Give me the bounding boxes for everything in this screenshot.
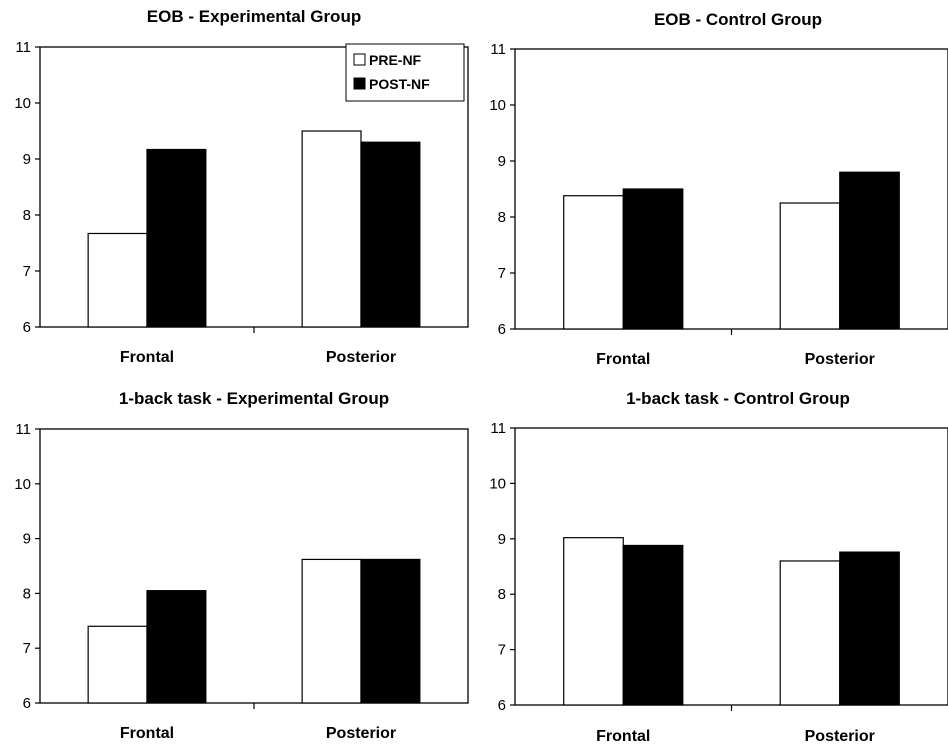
chart-title: 1-back task - Control Group (626, 389, 850, 408)
legend-swatch (353, 53, 366, 66)
y-tick-label: 11 (15, 39, 31, 56)
y-tick-label: 10 (14, 476, 31, 493)
y-tick-label: 7 (23, 640, 31, 657)
y-tick-label: 8 (498, 586, 506, 603)
y-tick-label: 9 (23, 151, 31, 168)
bar-pre-nf-frontal (563, 537, 624, 706)
bar-pre-nf-frontal (87, 232, 148, 328)
chart-title: EOB - Control Group (654, 10, 822, 29)
chart-title: 1-back task - Experimental Group (119, 389, 389, 408)
y-tick-label: 8 (23, 207, 31, 224)
bar-post-nf-posterior (360, 141, 421, 328)
bar-post-nf-frontal (622, 188, 684, 330)
y-tick-label: 7 (23, 263, 31, 280)
y-tick-label: 8 (498, 209, 506, 226)
y-tick-label: 10 (489, 475, 506, 492)
y-tick-label: 6 (498, 321, 506, 338)
category-label: Posterior (805, 728, 875, 745)
category-label: Posterior (326, 725, 396, 742)
bar-pre-nf-frontal (563, 195, 624, 330)
bar-post-nf-posterior (360, 558, 421, 704)
legend-label: POST-NF (369, 76, 430, 92)
bar-post-nf-frontal (146, 148, 207, 328)
y-tick-label: 6 (498, 697, 506, 714)
y-tick-label: 6 (23, 319, 31, 336)
legend-box (345, 43, 465, 102)
legend: PRE-NF POST-NF (345, 43, 465, 102)
y-tick-label: 10 (489, 97, 506, 114)
chart-title: EOB - Experimental Group (147, 7, 361, 26)
y-tick-label: 11 (490, 41, 506, 58)
chart-panel-4: 1-back task - Control Group 6 7 8 9 10 11 Front… (489, 389, 948, 745)
bar-pre-nf-posterior (301, 558, 362, 704)
y-tick-label: 11 (490, 420, 506, 437)
bar-post-nf-posterior (839, 171, 900, 330)
chart-panel-1: EOB - Experimental Group 6 7 8 9 10 11 Frontal P… (14, 7, 469, 366)
y-tick-label: 6 (23, 695, 31, 712)
bar-post-nf-frontal (146, 590, 207, 704)
y-tick-label: 8 (23, 585, 31, 602)
category-label: Frontal (596, 351, 650, 368)
legend-swatch (353, 77, 366, 90)
y-tick-label: 11 (15, 421, 31, 438)
chart-panel-3: 1-back task - Experimental Group 6 7 8 9 10 11… (14, 389, 469, 742)
bar-post-nf-frontal (622, 544, 684, 706)
legend-label: PRE-NF (369, 52, 422, 68)
bar-pre-nf-frontal (87, 625, 148, 704)
category-label: Posterior (805, 351, 875, 368)
bar-pre-nf-posterior (301, 130, 362, 328)
category-label: Frontal (120, 349, 174, 366)
category-label: Posterior (326, 349, 396, 366)
bar-post-nf-posterior (839, 551, 900, 706)
y-tick-label: 9 (498, 153, 506, 170)
category-label: Frontal (596, 728, 650, 745)
bar-pre-nf-posterior (779, 560, 841, 706)
bar-pre-nf-posterior (779, 202, 841, 330)
chart-panel-2: EOB - Control Group 6 7 8 9 10 11 Frontal Poster… (489, 10, 948, 368)
y-tick-label: 9 (23, 531, 31, 548)
y-tick-label: 9 (498, 531, 506, 548)
category-label: Frontal (120, 725, 174, 742)
y-tick-label: 7 (498, 642, 506, 659)
y-tick-label: 10 (14, 95, 31, 112)
y-tick-label: 7 (498, 265, 506, 282)
